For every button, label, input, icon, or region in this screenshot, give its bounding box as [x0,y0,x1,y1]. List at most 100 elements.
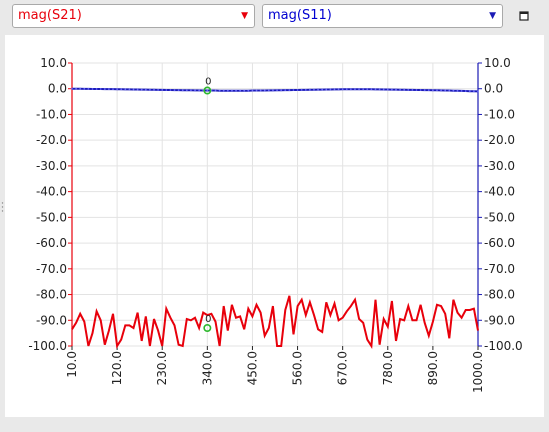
series-point [132,88,135,91]
trace-left-select[interactable]: mag(S21) ▼ [12,4,255,28]
y-tick-label: -60.0 [36,236,67,250]
y-tick-label: 0.0 [48,82,67,96]
series-point [149,88,151,91]
x-tick-label: 670.0 [336,351,350,385]
series-point [214,89,217,92]
chevron-down-icon: ▼ [241,11,248,21]
y2-tick-label: 10.0 [484,56,511,70]
marker-label: 0 [205,314,211,325]
series-point [333,88,336,91]
series-point [116,88,119,91]
y-tick-label: -50.0 [36,210,67,224]
x-tick-label: 10.0 [65,351,79,378]
series-point [382,88,385,91]
y-tick-label: -40.0 [36,185,67,199]
series-point [218,89,221,92]
y-tick-label: -90.0 [36,313,67,327]
marker-point[interactable] [203,323,212,332]
series-point [317,88,319,91]
y-tick-label: -20.0 [36,133,67,147]
series-point [300,88,303,91]
series-point [460,90,463,92]
series-point [464,90,467,92]
series-point [99,88,102,90]
series-point [395,88,397,91]
series-point [276,89,278,92]
series-point [329,88,332,91]
series-point [456,89,459,92]
series-point [403,88,406,91]
series-point [194,89,196,92]
series-point [468,90,471,93]
series-point [472,90,475,93]
x-tick-label: 560.0 [291,351,305,385]
chevron-down-icon: ▼ [489,11,496,21]
series-point [399,88,401,91]
series-point [108,88,110,91]
restore-window-icon[interactable] [517,9,531,23]
y2-tick-label: -60.0 [484,236,515,250]
y2-tick-label: -50.0 [484,210,515,224]
series-line-mags11 [72,87,479,93]
series-point [444,89,447,92]
series-point [198,89,201,92]
x-tick-label: 230.0 [155,351,169,385]
series-point [280,89,283,92]
series-point [251,89,254,92]
series-point [190,89,192,92]
series-line-mags21 [71,295,479,350]
series-point [390,88,393,91]
series-point [263,89,266,92]
series-point [120,88,123,91]
y2-tick-label: -40.0 [484,185,515,199]
toolbar: mag(S21) ▼ mag(S11) ▼ [0,0,549,33]
x-tick-label: 450.0 [245,351,259,385]
y2-tick-label: -70.0 [484,262,515,276]
series-point [378,88,381,91]
y2-tick-label: -80.0 [484,288,515,302]
series-point [181,89,184,92]
series-point [128,88,131,91]
series-point [358,88,360,91]
series-point [407,88,410,91]
x-tick-label: 120.0 [110,351,124,385]
y-tick-label: 10.0 [40,56,67,70]
series-point [267,89,270,92]
y2-tick-label: -90.0 [484,313,515,327]
series-point [136,88,139,91]
series-point [185,89,188,92]
series-point [173,89,176,92]
series-point [325,88,328,91]
grid [68,62,482,350]
splitter-handle[interactable] [1,200,4,214]
series-point [91,88,94,90]
series-point [321,88,324,91]
tick-labels: 10.0 0.0 -10.0 -20.0 -30.0 -40.0 -50.0 -60.0 -70… [28,56,522,393]
y-tick-label: -80.0 [36,288,67,302]
chart-panel [5,35,544,417]
series-point [448,89,451,92]
y-tick-label: -100.0 [28,339,67,353]
series-point [165,89,168,91]
trace-right-select[interactable]: mag(S11) ▼ [262,4,503,28]
series-point [222,89,225,92]
series-point [288,89,291,92]
series-point [112,88,114,91]
trace-left-label: mag(S21) [18,8,82,23]
series-point [292,89,295,91]
series-point [161,88,164,91]
x-tick-label: 890.0 [426,351,440,385]
series-point [374,88,377,91]
series-point [206,89,209,92]
series-point [87,87,90,90]
series-point [247,89,250,92]
series-point [75,87,78,90]
series-point [140,88,143,91]
series-point [177,89,180,92]
marker-point[interactable] [203,86,212,95]
series-point [345,88,348,91]
series-point [386,88,389,91]
series-point [477,90,479,93]
series-point [83,87,86,90]
series [71,87,479,350]
